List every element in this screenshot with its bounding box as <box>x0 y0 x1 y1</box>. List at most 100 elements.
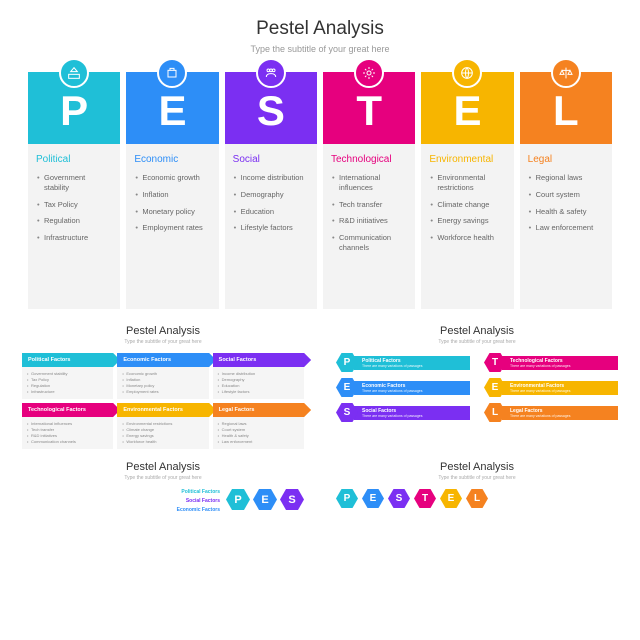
thumb-title: Pestel Analysis <box>14 325 312 337</box>
column-body: Political Government stabilityTax Policy… <box>28 144 120 309</box>
category-icon <box>354 58 384 88</box>
column-body: Environmental Environmental restrictions… <box>421 144 513 309</box>
arrow-banner: Environmental Factors.t1-arrow[style*="#… <box>117 403 208 417</box>
category-list: Environmental restrictionsClimate change… <box>429 173 505 243</box>
list-item: Monetary policy <box>134 207 210 217</box>
hex-letter: P <box>336 489 358 508</box>
pestel-columns: P Political Government stabilityTax Poli… <box>28 72 612 309</box>
category-list: Government stabilityTax PolicyRegulation… <box>36 173 112 243</box>
list-item: Income distribution <box>233 173 309 183</box>
category-title: Legal <box>528 154 604 165</box>
thumb-title: Pestel Analysis <box>14 461 312 473</box>
thumb2-bar: Legal FactorsThere are many variations o… <box>502 406 618 420</box>
category-icon <box>59 58 89 88</box>
thumb2-row: S Social FactorsThere are many variation… <box>336 403 470 422</box>
hex-letter: L <box>466 489 488 508</box>
list-item: Regulation <box>36 216 112 226</box>
category-title: Environmental <box>429 154 505 165</box>
category-title: Social <box>233 154 309 165</box>
thumb2-row: T Technological FactorsThere are many va… <box>484 353 618 372</box>
pestel-letter: T <box>356 87 382 135</box>
thumb-subtitle: Type the subtitle of your great here <box>14 475 312 481</box>
category-list: Economic growthInflationMonetary policyE… <box>134 173 210 233</box>
thumb1-list: Income distributionDemographyEducationLi… <box>213 367 304 399</box>
pestel-column: E Environmental Environmental restrictio… <box>421 72 513 309</box>
thumb2-row: E Economic FactorsThere are many variati… <box>336 378 470 397</box>
thumb3-label: Political Factors <box>22 489 220 495</box>
list-item: Law enforcement <box>528 223 604 233</box>
thumb1-list: Regional lawsCourt systemHealth & safety… <box>213 417 304 449</box>
pestel-letter: P <box>60 87 88 135</box>
category-icon <box>157 58 187 88</box>
column-body: Technological International influencesTe… <box>323 144 415 309</box>
list-item: Infrastructure <box>36 233 112 243</box>
thumb4-hexes: PESTEL <box>328 489 626 508</box>
thumb1-list: Economic growthInflationMonetary policyE… <box>117 367 208 399</box>
thumb1-cell: Environmental Factors.t1-arrow[style*="#… <box>117 403 208 449</box>
hex-letter: P <box>226 489 250 510</box>
pestel-column: S Social Income distribution Demography Ed… <box>225 72 317 309</box>
list-item: Court system <box>528 190 604 200</box>
column-header: S <box>225 72 317 144</box>
pestel-column: P Political Government stabilityTax Poli… <box>28 72 120 309</box>
category-list: Regional laws Court system Health & safety… <box>528 173 604 233</box>
list-item: Environmental restrictions <box>429 173 505 193</box>
thumb1-list: Environmental restrictionsClimate change… <box>117 417 208 449</box>
thumb1-cell: Social Factors.t1-arrow[style*="#7b2ff2"… <box>213 353 304 399</box>
thumb-subtitle: Type the subtitle of your great here <box>14 339 312 345</box>
list-item: Tax Policy <box>36 200 112 210</box>
thumb2-row: E Environmental FactorsThere are many va… <box>484 378 618 397</box>
list-item: Demography <box>233 190 309 200</box>
category-title: Technological <box>331 154 407 165</box>
list-item: Employment rates <box>134 223 210 233</box>
pestel-letter: E <box>453 87 481 135</box>
thumb2-bar: Economic FactorsThere are many variation… <box>354 381 470 395</box>
thumb2-grid: P Political FactorsThere are many variat… <box>328 353 626 422</box>
list-item: Education <box>233 207 309 217</box>
thumb-subtitle: Type the subtitle of your great here <box>328 475 626 481</box>
thumb1-grid: Political Factors.t1-arrow[style*="#1fbf… <box>14 353 312 449</box>
hex-letter: E <box>362 489 384 508</box>
thumbnail-row: Pestel Analysis Type the subtitle of you… <box>0 309 640 516</box>
column-body: Social Income distribution Demography Educ… <box>225 144 317 309</box>
arrow-banner: Economic Factors.t1-arrow[style*="#2d8ef… <box>117 353 208 367</box>
category-list: Income distributionDemographyEducationLi… <box>233 173 309 233</box>
thumb3-body: Political FactorsSocial FactorsEconomic … <box>14 489 312 516</box>
list-item: Communication channels <box>331 233 407 253</box>
list-item: Health & safety <box>528 207 604 217</box>
hex-letter: E <box>440 489 462 508</box>
thumb1-cell: Political Factors.t1-arrow[style*="#1fbf… <box>22 353 113 399</box>
pestel-column: L Legal Regional laws Court system Health … <box>520 72 612 309</box>
list-item: R&D initiatives <box>331 216 407 226</box>
list-item: Regional laws <box>528 173 604 183</box>
thumb1-cell: Technological Factors.t1-arrow[style*="#… <box>22 403 113 449</box>
column-header: E <box>126 72 218 144</box>
thumb1-list: International influencesTech transferR&D… <box>22 417 113 449</box>
column-header: T <box>323 72 415 144</box>
category-icon <box>452 58 482 88</box>
category-icon <box>256 58 286 88</box>
arrow-banner: Political Factors.t1-arrow[style*="#1fbf… <box>22 353 113 367</box>
column-header: P <box>28 72 120 144</box>
thumb1-cell: Economic Factors.t1-arrow[style*="#2d8ef… <box>117 353 208 399</box>
page-subtitle: Type the subtitle of your great here <box>28 44 612 54</box>
category-list: International influencesTech transferR&D… <box>331 173 407 253</box>
list-item: Workforce health <box>429 233 505 243</box>
thumb1-cell: Legal Factors.t1-arrow[style*="#f58220"]… <box>213 403 304 449</box>
hex-letter: S <box>280 489 304 510</box>
arrow-banner: Social Factors.t1-arrow[style*="#7b2ff2"… <box>213 353 304 367</box>
column-header: E <box>421 72 513 144</box>
thumb3-label: Social Factors <box>22 498 220 504</box>
thumb2-bar: Technological FactorsThere are many vari… <box>502 356 618 370</box>
hex-letter: T <box>414 489 436 508</box>
pestel-column: E Economic Economic growthInflationMonet… <box>126 72 218 309</box>
thumb-4: Pestel Analysis Type the subtitle of you… <box>328 461 626 516</box>
column-header: L <box>520 72 612 144</box>
thumb-3: Pestel Analysis Type the subtitle of you… <box>14 461 312 516</box>
thumb2-bar: Environmental FactorsThere are many vari… <box>502 381 618 395</box>
category-title: Economic <box>134 154 210 165</box>
pestel-letter: E <box>158 87 186 135</box>
column-body: Economic Economic growthInflationMonetar… <box>126 144 218 309</box>
list-item: Inflation <box>134 190 210 200</box>
thumb1-list: Government stabilityTax PolicyRegulation… <box>22 367 113 399</box>
